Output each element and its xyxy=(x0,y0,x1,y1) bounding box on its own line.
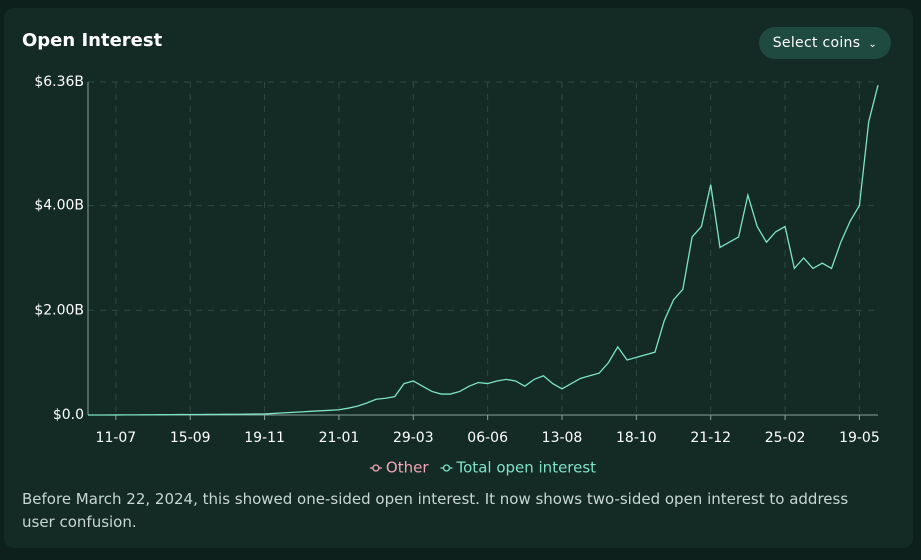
y-tick-label: $0.0 xyxy=(53,407,84,423)
select-coins-button[interactable]: Select coins ⌄ xyxy=(758,27,891,59)
x-tick-label: 21-01 xyxy=(319,430,360,446)
card: Open Interest Select coins ⌄ Before March… xyxy=(4,8,913,548)
x-tick-label: 19-05 xyxy=(839,430,880,446)
button-label: Select coins xyxy=(772,35,861,51)
y-tick-label: $4.00B xyxy=(34,198,84,214)
note: Before March 22, 2024, this showed one-s… xyxy=(22,490,849,531)
legend: Other Total open interest xyxy=(369,459,597,477)
y-tick-label: $6.36B xyxy=(34,74,84,90)
x-tick-label: 18-10 xyxy=(616,430,657,446)
series-line xyxy=(88,84,879,416)
x-tick-label: 29-03 xyxy=(393,430,434,446)
legend-label: Other xyxy=(386,459,429,477)
x-tick-label: 06-06 xyxy=(467,430,508,446)
legend-marker xyxy=(372,464,380,472)
legend-marker xyxy=(442,464,451,472)
x-tick-label: 19-11 xyxy=(244,430,285,446)
title: Open Interest xyxy=(22,30,163,51)
x-tick-label: 11-07 xyxy=(96,430,137,446)
x-tick-label: 21-12 xyxy=(690,430,731,446)
x-tick-label: 15-09 xyxy=(170,430,211,446)
legend-item[interactable]: Total open interest xyxy=(440,459,597,477)
legend-label: Total open interest xyxy=(456,459,597,477)
y-tick-label: $2.00B xyxy=(34,302,84,318)
x-tick-label: 13-08 xyxy=(542,430,583,446)
x-tick-label: 25-02 xyxy=(765,430,806,446)
legend-item[interactable]: Other xyxy=(369,459,429,477)
chevron: ⌄ xyxy=(868,39,877,50)
